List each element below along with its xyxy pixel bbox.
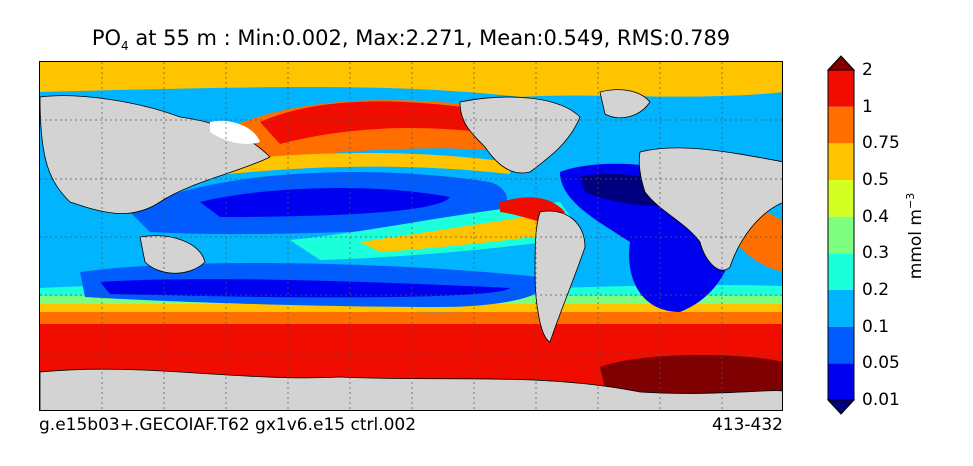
colorbar-cell <box>828 106 854 144</box>
colorbar-outline <box>827 69 855 401</box>
title-stats: at 55 m : Min:0.002, Max:2.271, Mean:0.5… <box>128 26 731 50</box>
north-pacific-yellow <box>210 152 510 176</box>
colorbar-cell <box>828 363 854 400</box>
colorbar-top-arrow <box>826 55 856 71</box>
land-antarctica <box>40 368 782 410</box>
unit-prefix: mmol m <box>905 209 926 280</box>
north-pacific-red <box>260 101 480 144</box>
colorbar-tick-label: 2 <box>862 60 873 80</box>
eq-pacific-yellow <box>360 212 575 252</box>
colorbar-cell <box>828 253 854 290</box>
colorbar-tick-label: 0.2 <box>862 280 890 300</box>
colorbar-cell <box>828 180 854 217</box>
colorbar-tick-label: 0.4 <box>862 206 890 227</box>
colorbar-cell <box>828 326 854 364</box>
colorbar-cell <box>828 70 854 107</box>
map-panel <box>39 61 783 411</box>
colorbar-tick-label: 0.1 <box>862 316 890 337</box>
figure-title: PO4 at 55 m : Min:0.002, Max:2.271, Mean… <box>0 26 822 53</box>
colorbar-cells <box>828 70 854 400</box>
graticule <box>40 62 782 410</box>
colorbar-tick-label: 1 <box>862 96 873 117</box>
run-id-label: g.e15b03+.GECOIAF.T62 gx1v6.e15 ctrl.002 <box>39 415 417 435</box>
arctic-band <box>40 62 782 97</box>
unit-exponent: −3 <box>904 192 918 209</box>
weddell-max <box>600 355 782 400</box>
south-pacific-gyre-core <box>100 279 510 298</box>
land-south-america <box>534 210 586 343</box>
north-pacific-gyre-core <box>200 187 450 217</box>
colorbar-tick-label: 0.5 <box>862 170 890 190</box>
sea-ice-okhotsk <box>210 120 260 144</box>
colorbar-tick-label: 0.05 <box>862 353 900 374</box>
colorbar-tick-label: 0.01 <box>862 390 900 410</box>
title-variable: PO <box>91 26 122 50</box>
land-africa-eurasia <box>638 147 782 271</box>
colorbar-cell <box>828 216 854 254</box>
land-north-america <box>459 96 581 174</box>
map-canvas <box>40 62 782 410</box>
colorbar-cell <box>828 290 854 327</box>
colorbar-unit-label: mmol m−3 <box>904 193 926 279</box>
title-subscript: 4 <box>121 39 129 54</box>
land-greenland <box>599 89 651 119</box>
colorbar-bottom-arrow <box>826 399 856 415</box>
years-label: 413-432 <box>711 415 783 435</box>
colorbar-cell <box>828 143 854 180</box>
colorbar-tick-label: 0.3 <box>862 243 890 264</box>
colorbar <box>826 55 856 415</box>
colorbar-tick-label: 0.75 <box>862 133 900 154</box>
land-australia <box>139 235 206 274</box>
